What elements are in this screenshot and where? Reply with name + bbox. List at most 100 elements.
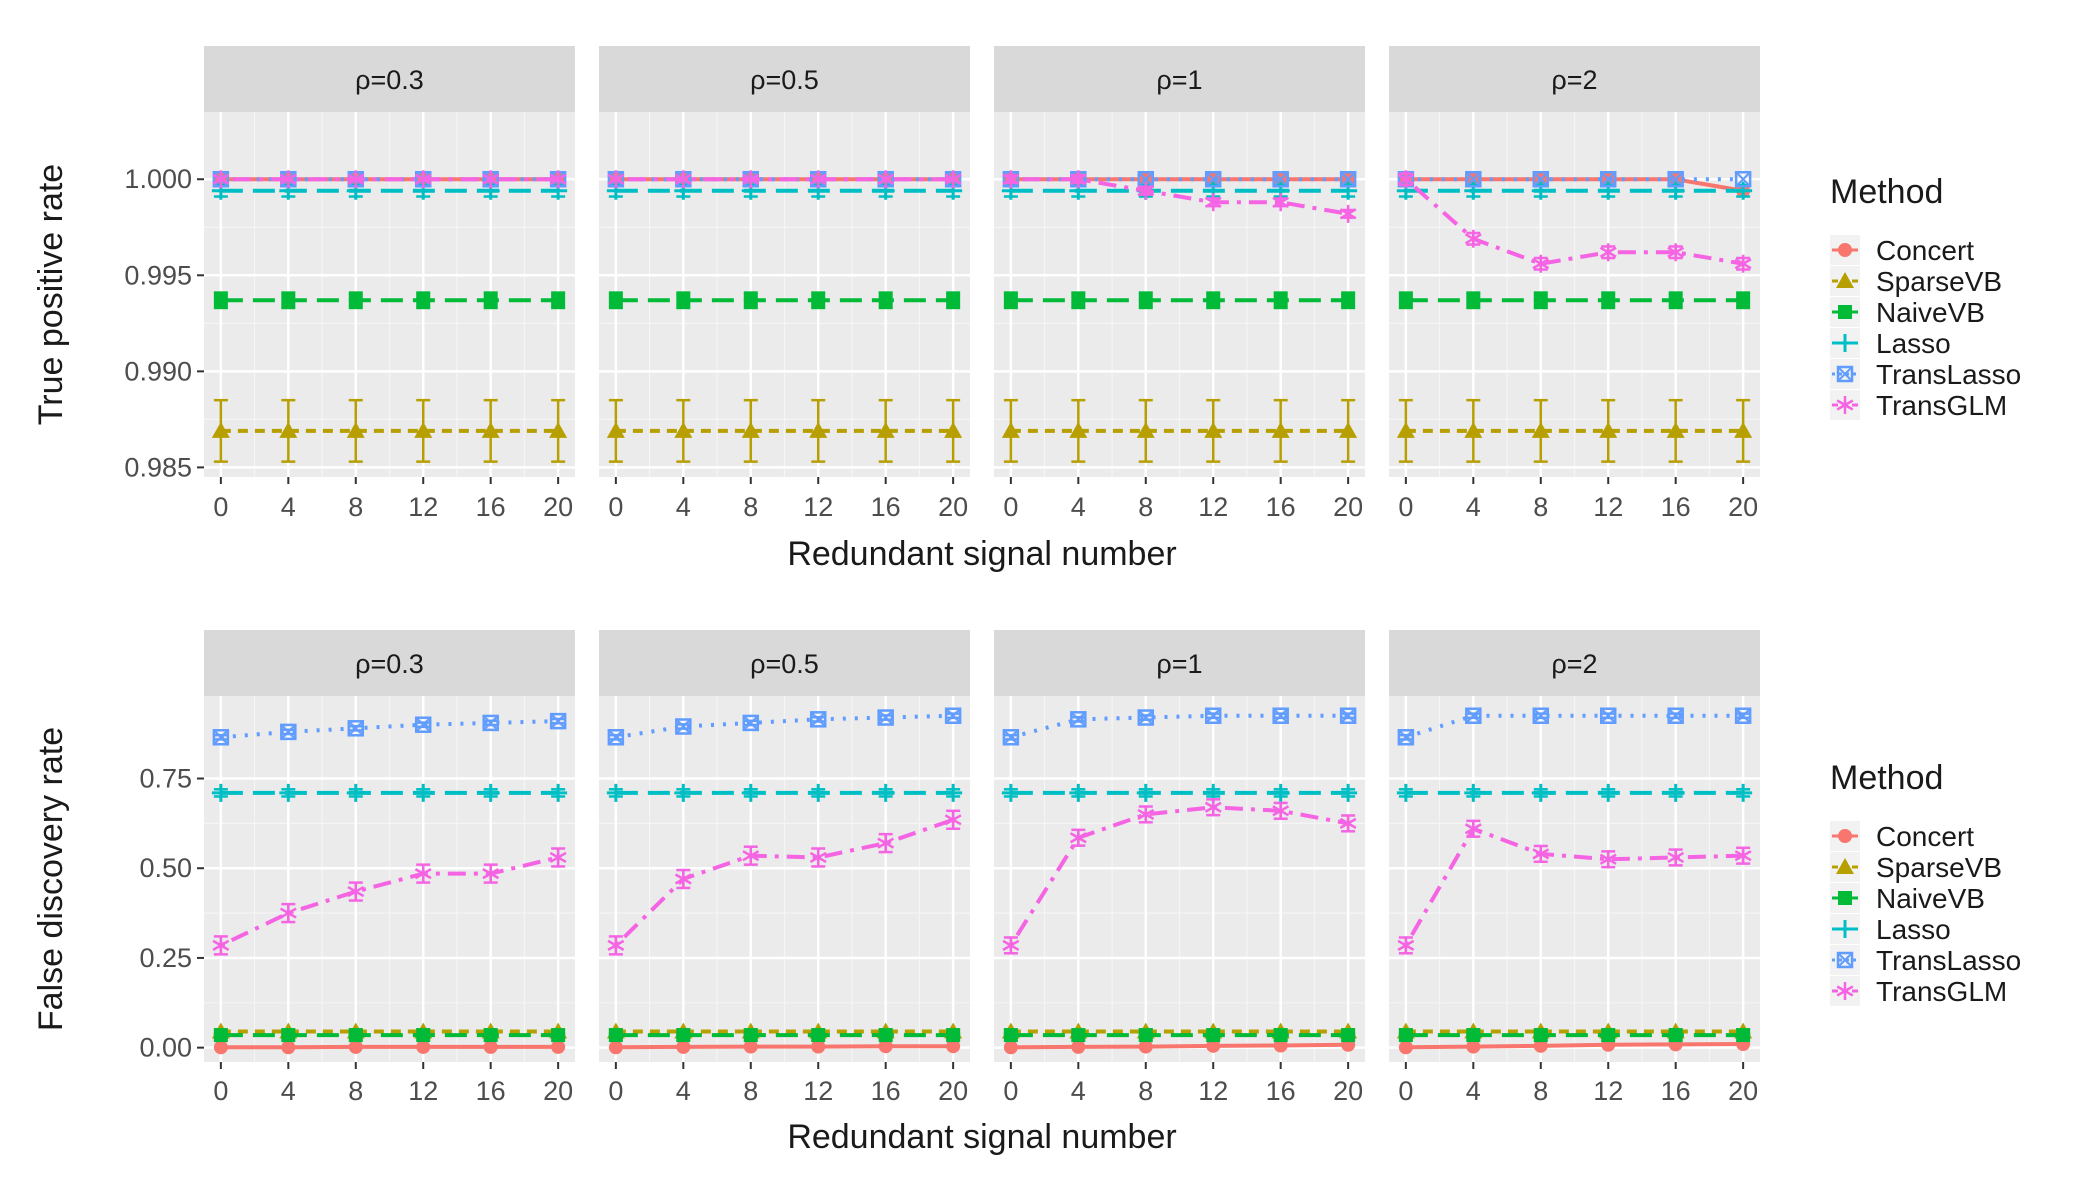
y-axis-title: True positive rate xyxy=(32,164,70,425)
data-point-marker xyxy=(606,421,625,438)
facet-strip xyxy=(599,630,970,696)
legend-item: Lasso xyxy=(1830,914,1951,945)
x-tick-label: 4 xyxy=(1466,1076,1481,1106)
legend-marker xyxy=(1838,829,1852,843)
legend-item: Concert xyxy=(1830,235,1974,266)
data-point-marker xyxy=(1599,850,1617,869)
data-point-marker xyxy=(1464,421,1483,438)
x-tick-label: 12 xyxy=(803,1076,833,1106)
data-point-marker xyxy=(607,936,625,955)
legend-item: TransLasso xyxy=(1830,945,2021,976)
facet-strip-label: ρ=1 xyxy=(1156,649,1202,679)
data-point-marker xyxy=(944,421,963,438)
data-point-marker xyxy=(481,783,500,802)
data-point-marker xyxy=(279,170,297,189)
x-tick-label: 20 xyxy=(543,492,573,522)
x-tick-label: 0 xyxy=(213,1076,228,1106)
data-point-marker xyxy=(1341,293,1356,308)
x-tick-label: 8 xyxy=(1533,492,1548,522)
legend-label: Concert xyxy=(1876,235,1974,266)
data-point-marker xyxy=(483,1028,498,1043)
x-tick-label: 0 xyxy=(608,492,623,522)
x-tick-label: 16 xyxy=(1661,1076,1691,1106)
data-point-marker xyxy=(946,1028,961,1043)
data-point-marker xyxy=(1734,846,1752,865)
data-point-marker xyxy=(549,712,567,730)
data-point-marker xyxy=(1271,783,1290,802)
legend-item: TransGLM xyxy=(1830,390,2007,421)
legend-item: NaiveVB xyxy=(1830,883,1985,914)
data-point-marker xyxy=(213,293,228,308)
series-translasso xyxy=(607,707,962,746)
legend-item: Concert xyxy=(1830,821,1974,852)
data-point-marker xyxy=(212,729,230,746)
data-point-marker xyxy=(279,783,298,802)
legends: MethodConcertSparseVBNaiveVBLassoTransLa… xyxy=(1830,173,2021,1007)
data-point-marker xyxy=(674,421,693,438)
x-tick-label: 8 xyxy=(1138,1076,1153,1106)
legend-title: Method xyxy=(1830,759,1943,797)
x-tick-label: 4 xyxy=(1071,492,1086,522)
data-point-marker xyxy=(1136,421,1155,438)
data-point-marker xyxy=(1466,293,1481,308)
data-point-marker xyxy=(482,170,500,189)
data-point-marker xyxy=(1599,783,1618,802)
data-point-marker xyxy=(946,293,961,308)
y-tick-label: 0.985 xyxy=(124,452,192,482)
data-point-marker xyxy=(1070,711,1087,728)
legend-marker xyxy=(1838,243,1852,257)
series-naivevb xyxy=(1398,291,1751,310)
data-point-marker xyxy=(1736,293,1751,308)
data-point-marker xyxy=(348,1028,363,1043)
legend-title: Method xyxy=(1830,173,1943,211)
legend-item: Lasso xyxy=(1830,328,1951,359)
data-point-marker xyxy=(1272,170,1289,188)
data-point-marker xyxy=(1137,805,1155,824)
data-point-marker xyxy=(1002,170,1020,189)
x-axis-title: Redundant signal number xyxy=(787,535,1176,573)
data-point-marker xyxy=(281,293,296,308)
data-point-marker xyxy=(608,293,623,308)
data-point-marker xyxy=(1272,193,1290,212)
y-tick-label: 0.25 xyxy=(139,943,192,973)
legend-label: TransLasso xyxy=(1876,945,2021,976)
data-point-marker xyxy=(1601,293,1616,308)
data-point-marker xyxy=(1339,707,1357,724)
data-point-marker xyxy=(877,834,895,853)
x-tick-label: 20 xyxy=(1728,1076,1758,1106)
x-tick-label: 20 xyxy=(938,1076,968,1106)
data-point-marker xyxy=(1601,1028,1616,1043)
facet-strip-label: ρ=0.3 xyxy=(355,65,424,95)
x-tick-label: 12 xyxy=(1593,1076,1623,1106)
data-point-marker xyxy=(347,720,365,737)
series-transglm xyxy=(212,170,567,189)
data-point-marker xyxy=(1734,254,1752,273)
x-tick-label: 16 xyxy=(476,1076,506,1106)
data-point-marker xyxy=(1204,170,1222,188)
x-tick-label: 12 xyxy=(1198,1076,1228,1106)
x-tick-label: 8 xyxy=(348,492,363,522)
series-line xyxy=(1010,1042,1349,1050)
data-point-marker xyxy=(1532,844,1550,863)
legend: Method ConcertSparseVBNaiveVBLassoTransLa… xyxy=(1830,173,2021,421)
legend-marker xyxy=(1836,982,1854,1000)
data-point-marker xyxy=(1069,783,1088,802)
data-point-marker xyxy=(1071,293,1086,308)
series-translasso xyxy=(212,712,567,746)
data-point-marker xyxy=(1734,707,1752,724)
data-point-marker xyxy=(944,707,962,724)
data-point-marker xyxy=(1069,828,1087,847)
legend-item: SparseVB xyxy=(1830,852,2002,883)
series-line xyxy=(615,713,954,740)
data-point-marker xyxy=(1138,293,1153,308)
series-translasso xyxy=(1397,707,1752,746)
data-point-marker xyxy=(946,1039,961,1054)
data-point-marker xyxy=(1667,707,1684,724)
legend-label: Lasso xyxy=(1876,328,1951,359)
data-point-marker xyxy=(211,783,230,802)
series-transglm xyxy=(1397,170,1752,273)
legend-label: TransGLM xyxy=(1876,390,2007,421)
x-tick-label: 0 xyxy=(1398,492,1413,522)
x-tick-label: 4 xyxy=(676,492,691,522)
